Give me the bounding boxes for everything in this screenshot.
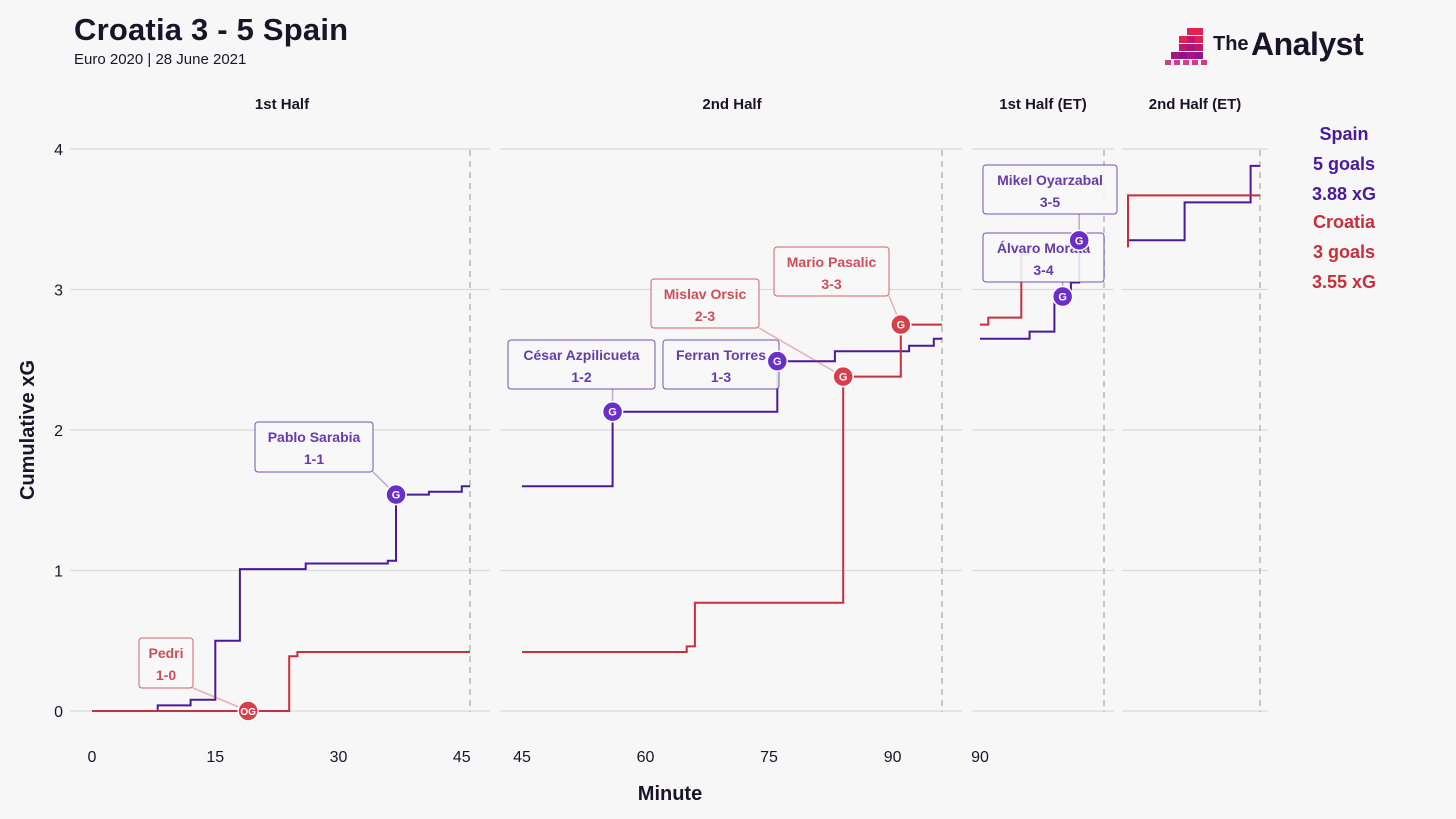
goal-marker-label: G	[608, 407, 617, 419]
annotation-box	[773, 246, 890, 297]
legend-croatia-team: Croatia	[1312, 212, 1375, 232]
series-line-spain	[1128, 164, 1260, 242]
goal-marker	[385, 483, 407, 506]
annotation-scorer: Pedri	[148, 645, 183, 661]
legend-croatia-goals: 3 goals	[1312, 242, 1376, 262]
annotation-connector	[758, 327, 844, 378]
annotation-scorer: César Azpilicueta	[523, 347, 639, 363]
x-tick-label: 45	[453, 749, 471, 766]
x-axis-label: Minute	[638, 783, 702, 805]
x-tick-label: 60	[637, 749, 655, 766]
goal-marker	[1051, 285, 1074, 308]
annotation-score: 1-3	[711, 369, 731, 385]
goal-marker	[890, 313, 912, 336]
y-tick-label: 3	[54, 283, 63, 300]
legend-spain-xg: 3.88 xG	[1311, 184, 1377, 204]
x-tick-label: 75	[760, 749, 778, 766]
series-line-croatia	[1127, 194, 1260, 248]
y-axis-label: Cumulative xG	[17, 360, 39, 500]
annotation-box	[138, 637, 194, 689]
logo-the-text: The	[1213, 33, 1249, 55]
goal-marker-label: OG	[240, 707, 256, 718]
annotation-scorer: Mikel Oyarzabal	[997, 172, 1103, 188]
annotation-score: 2-3	[695, 308, 715, 324]
annotation-box	[254, 421, 374, 473]
series-line-spain	[522, 337, 942, 488]
annotation-box	[507, 339, 656, 390]
x-tick-label: 45	[513, 749, 531, 766]
legend-spain-goals: 5 goals	[1312, 154, 1376, 174]
annotation-box	[982, 164, 1118, 215]
annotation-score: 1-1	[304, 451, 324, 467]
x-tick-label: 30	[330, 749, 348, 766]
legend-spain-team: Spain	[1319, 124, 1369, 144]
goal-marker-label: G	[839, 372, 848, 384]
goal-marker-label: G	[1075, 235, 1084, 247]
legend-croatia-xg: 3.55 xG	[1311, 272, 1377, 292]
panel-title-3: 2nd Half (ET)	[1149, 96, 1242, 113]
panel-title-2: 1st Half (ET)	[999, 96, 1087, 113]
the-analyst-logo: The Analyst	[1163, 26, 1403, 70]
logo-analyst-text: Analyst	[1251, 26, 1364, 62]
annotation-score: 3-5	[1040, 194, 1060, 210]
goal-marker-label: G	[897, 320, 906, 332]
y-tick-label: 1	[54, 564, 63, 581]
series-line-croatia	[522, 323, 942, 653]
annotation-score: 3-4	[1033, 262, 1053, 278]
goal-marker	[237, 700, 259, 722]
x-tick-label: 0	[88, 749, 97, 766]
logo-mark-icon	[1165, 28, 1207, 65]
goal-marker	[1068, 229, 1090, 252]
x-tick-label: 90	[971, 749, 989, 766]
annotation-scorer: Mario Pasalic	[787, 254, 877, 270]
goal-marker-label: G	[392, 490, 401, 502]
page-subtitle: Euro 2020 | 28 June 2021	[74, 51, 247, 68]
annotation-scorer: Mislav Orsic	[664, 286, 747, 302]
goal-marker-label: G	[773, 356, 782, 368]
annotation-box	[650, 278, 760, 329]
annotation-score: 1-0	[156, 667, 176, 683]
goal-marker-label: G	[1058, 292, 1067, 304]
page-title: Croatia 3 - 5 Spain	[74, 12, 349, 47]
goal-marker	[766, 350, 789, 372]
y-tick-label: 0	[54, 704, 63, 721]
y-tick-label: 4	[54, 142, 63, 159]
series-line-spain	[92, 485, 470, 712]
y-tick-label: 2	[54, 423, 63, 440]
annotation-scorer: Ferran Torres	[676, 347, 766, 363]
annotation-score: 3-3	[821, 276, 841, 292]
annotation-scorer: Álvaro Morata	[997, 240, 1091, 256]
panel-title-1: 2nd Half	[702, 96, 762, 113]
goal-marker	[601, 400, 624, 423]
x-tick-label: 90	[884, 749, 902, 766]
goal-marker	[832, 365, 854, 388]
panel-title-0: 1st Half	[255, 96, 310, 113]
x-tick-label: 15	[206, 749, 224, 766]
annotation-score: 1-2	[571, 369, 591, 385]
annotation-scorer: Pablo Sarabia	[268, 429, 361, 445]
